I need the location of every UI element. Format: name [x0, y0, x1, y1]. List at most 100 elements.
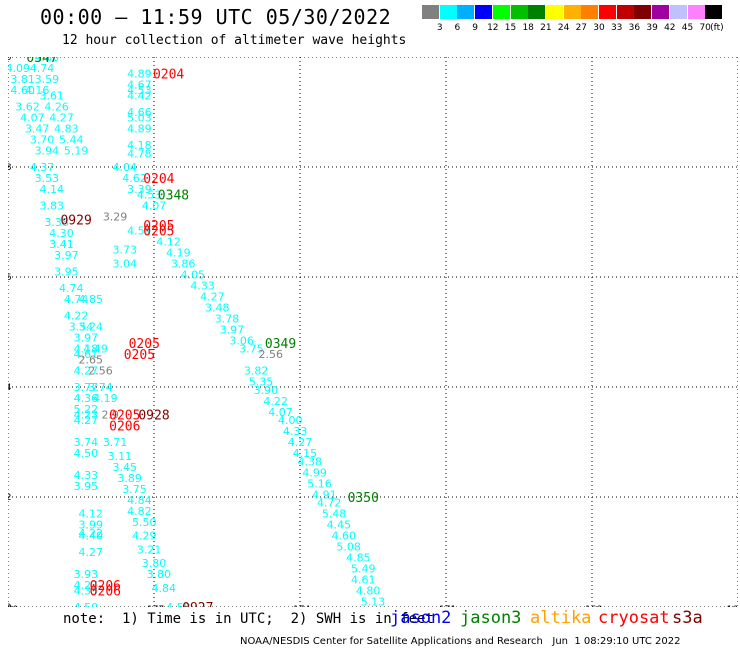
colorbar-tick-label: 3 [436, 23, 443, 33]
colorbar-tick-label: 9 [472, 23, 478, 33]
lon-axis-label: -177 [144, 605, 164, 607]
wave-height-label: 4.42 [127, 90, 152, 103]
wave-height-label: 2.56 [259, 348, 284, 361]
lon-axis-label: -16 [723, 605, 738, 607]
wave-height-label: 4.00 [278, 414, 303, 427]
wave-height-label: 2.9 [101, 409, 119, 422]
wave-height-label: 3.75 [239, 343, 264, 356]
wave-height-label: 4.38 [297, 455, 322, 468]
pass-time-label: 0929 [60, 213, 91, 228]
wave-height-label: 3.06 [229, 334, 254, 347]
lon-axis-label: -168 [582, 605, 603, 607]
wave-height-label: 3.54 [69, 321, 94, 334]
wave-height-label: 5.35 [249, 376, 274, 389]
wave-height-label: 3.38 [44, 216, 69, 229]
wave-height-label: 4.91 [312, 488, 337, 501]
colorbar-tick-label: 24 [557, 23, 570, 33]
wave-height-label: 5.48 [322, 508, 347, 521]
wave-height-label: 3.94 [35, 145, 60, 158]
pass-time-label: 0206 [90, 585, 121, 600]
wave-height-label: 3.29 [103, 211, 128, 224]
colorbar-tick-label: 27 [575, 23, 588, 33]
wave-height-label: 4.22 [263, 395, 288, 408]
satellite-legend-jason3: jason3 [460, 608, 522, 628]
colorbar-swatch [599, 5, 616, 19]
wave-height-label: 4.99 [302, 466, 327, 479]
wave-height-label: 3.74 [88, 381, 113, 394]
colorbar-swatch [652, 5, 670, 19]
lat-axis-label: 32 [8, 493, 11, 503]
lat-axis-label: 38 [8, 163, 12, 173]
wave-height-label: 4.26 [44, 101, 69, 114]
wave-height-label: 3.93 [74, 568, 99, 581]
colorbar-swatch [457, 5, 475, 19]
colorbar-tick-label: 70 [699, 23, 711, 33]
wave-height-label: 4.49 [83, 343, 108, 356]
wave-height-label: 4.19 [166, 246, 191, 259]
wave-height-label: 4.30 [49, 227, 74, 240]
wave-height-label: 4.14 [40, 183, 65, 196]
map-title: 00:00 – 11:59 UTC 05/30/2022 [40, 5, 392, 29]
wave-height-label: 4.33 [283, 425, 308, 438]
wave-height-label: 4.36 [74, 392, 99, 405]
wave-height-label: 4.33 [74, 585, 99, 598]
wave-height-label: 3.24 [78, 321, 103, 334]
wave-height-label: 2.65 [78, 354, 103, 367]
wave-height-label: 3.90 [254, 384, 279, 397]
wave-height-label: 4.22 [78, 527, 103, 540]
colorbar-swatch [422, 5, 439, 19]
pass-time-label: 0204 [143, 172, 174, 187]
wave-height-label: 4.74 [64, 293, 89, 306]
wave-height-label: 5.13 [361, 596, 386, 608]
wave-height-label: 3.97 [220, 323, 245, 336]
pass-time-label: 0349 [265, 337, 296, 352]
wave-height-label: 3.83 [40, 200, 65, 213]
wave-height-label: 3.21 [137, 543, 162, 556]
wave-height-label: 4.74 [30, 62, 55, 75]
wave-height-label: 3.77 [74, 381, 99, 394]
pass-time-label: 0206 [90, 579, 121, 594]
wave-height-label: 4.33 [190, 279, 215, 292]
wave-height-label: 5.49 [351, 563, 376, 576]
lat-axis-label: 30 [8, 603, 12, 607]
pass-time-label: 0350 [348, 491, 379, 506]
wave-height-label: 4.50 [74, 447, 99, 460]
wave-height-label: 5.03 [127, 112, 152, 125]
wave-height-label: 4.05 [181, 268, 206, 281]
wave-height-label: 4.27 [74, 365, 99, 378]
wave-height-label: 4.15 [293, 447, 318, 460]
wave-height-label: 4.04 [113, 161, 138, 174]
wave-height-label: 4.27 [74, 414, 99, 427]
wave-height-label: 3.53 [35, 172, 60, 185]
wave-height-label: 3.80 [142, 557, 167, 570]
wave-height-label: 3.73 [113, 244, 138, 257]
wave-height-label: 3.41 [49, 238, 74, 251]
wave-height-label: 3.59 [35, 73, 60, 86]
pass-time-label: 0205 [129, 337, 160, 352]
wave-height-label: 4.16 [25, 84, 50, 97]
wave-height-label: 3.70 [30, 134, 55, 147]
wave-height-label: 3.97 [74, 332, 99, 345]
units-note: note: 1) Time is in UTC; 2) SWH is in fe… [63, 611, 434, 627]
pass-time-label: 0205 [143, 219, 174, 234]
wave-height-label: 4.27 [78, 546, 103, 559]
wave-height-label: 4.12 [156, 235, 181, 248]
wave-height-label: 4.09 [8, 62, 30, 75]
map-subtitle: 12 hour collection of altimeter wave hei… [62, 33, 407, 48]
colorbar-swatch [581, 5, 599, 19]
wave-height-label: 4.74 [59, 282, 84, 295]
lat-axis-label: 36 [8, 273, 12, 283]
wave-height-label: 4.53 [127, 84, 152, 97]
colorbar-tick-label: 42 [664, 23, 676, 33]
satellite-legend-cryosat: cryosat [598, 608, 670, 628]
colorbar-tick-label: (ft) [710, 23, 724, 33]
wave-height-label: 3.47 [25, 123, 50, 136]
colorbar-swatch [669, 5, 687, 19]
wave-height-label: 3.81 [10, 73, 35, 86]
colorbar-swatch [705, 5, 723, 19]
colorbar-swatch [439, 5, 457, 19]
footer-credit: NOAA/NESDIS Center for Satellite Applica… [240, 636, 681, 647]
wave-height-label: 4.50 [74, 601, 99, 607]
wave-height-label: 4.29 [132, 530, 157, 543]
wave-height-label: 4.66 [127, 106, 152, 119]
